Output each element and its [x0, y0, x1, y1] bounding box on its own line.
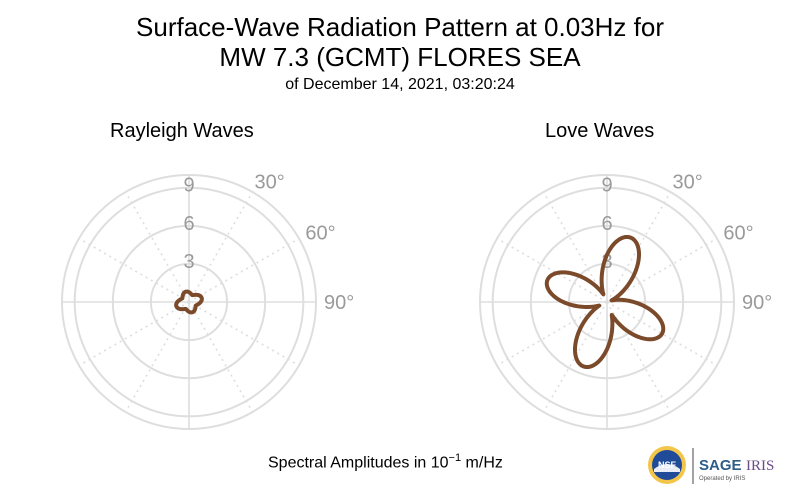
- rayleigh-plot-title: Rayleigh Waves: [110, 120, 254, 142]
- angle-tick-label: 30°: [255, 172, 285, 194]
- angle-tick-label: 90°: [324, 292, 354, 314]
- radial-tick-label: 9: [601, 175, 612, 197]
- angle-tick-label: 30°: [673, 172, 703, 194]
- svg-text:Operated by IRIS: Operated by IRIS: [699, 476, 745, 482]
- chart-title-line1: Surface-Wave Radiation Pattern at 0.03Hz…: [136, 12, 664, 42]
- radial-tick-label: 3: [183, 251, 194, 273]
- svg-text:NSF: NSF: [658, 460, 677, 470]
- angle-tick-label: 60°: [723, 223, 753, 245]
- amplitude-units-label: Spectral Amplitudes in 10−1 m/Hz: [268, 452, 503, 472]
- angle-tick-label: 90°: [742, 292, 772, 314]
- radial-tick-label: 9: [183, 175, 194, 197]
- nsf-logo: NSF: [648, 446, 686, 484]
- svg-text:IRIS: IRIS: [746, 458, 774, 474]
- chart-title-line2: MW 7.3 (GCMT) FLORES SEA: [219, 42, 581, 72]
- angle-tick-label: 60°: [305, 223, 335, 245]
- sage-iris-logo: SAGE IRIS Operated by IRIS: [699, 457, 774, 482]
- sponsor-logos: NSF SAGE IRIS Operated by IRIS: [648, 446, 774, 484]
- radial-tick-label: 3: [601, 251, 612, 273]
- radiation-pattern-curve: [544, 234, 666, 370]
- radial-tick-label: 6: [183, 213, 194, 235]
- svg-text:SAGE: SAGE: [699, 457, 742, 474]
- love-plot-title: Love Waves: [545, 120, 655, 142]
- chart-subtitle-date: of December 14, 2021, 03:20:24: [285, 76, 515, 93]
- radial-tick-label: 6: [601, 213, 612, 235]
- radiation-pattern-curve: [174, 289, 204, 315]
